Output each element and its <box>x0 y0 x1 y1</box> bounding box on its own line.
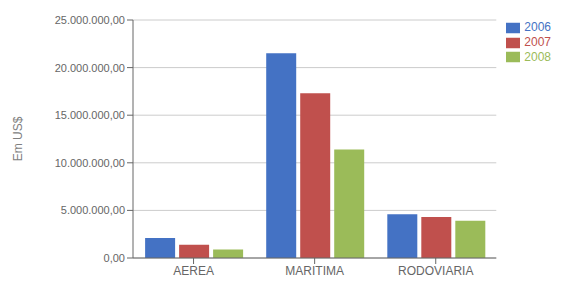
html-text:2006: 2006 <box>524 20 551 34</box>
svg-text:15.000.000,00: 15.000.000,00 <box>55 109 125 121</box>
svg-text:RODOVIARIA: RODOVIARIA <box>398 264 473 278</box>
svg-text:25.000.000,00: 25.000.000,00 <box>55 14 125 26</box>
svg-text:20.000.000,00: 20.000.000,00 <box>55 62 125 74</box>
svg-text:5.000.000,00: 5.000.000,00 <box>61 204 125 216</box>
html-text:2007: 2007 <box>524 34 551 49</box>
svg-text:AEREA: AEREA <box>173 264 214 278</box>
svg-text:10.000.000,00: 10.000.000,00 <box>55 157 125 169</box>
svg-text:Em US$: Em US$ <box>11 116 25 161</box>
svg-text:0,00: 0,00 <box>104 252 125 264</box>
html-text:2008: 2008 <box>524 49 551 64</box>
svg-text:MARITIMA: MARITIMA <box>285 264 344 278</box>
